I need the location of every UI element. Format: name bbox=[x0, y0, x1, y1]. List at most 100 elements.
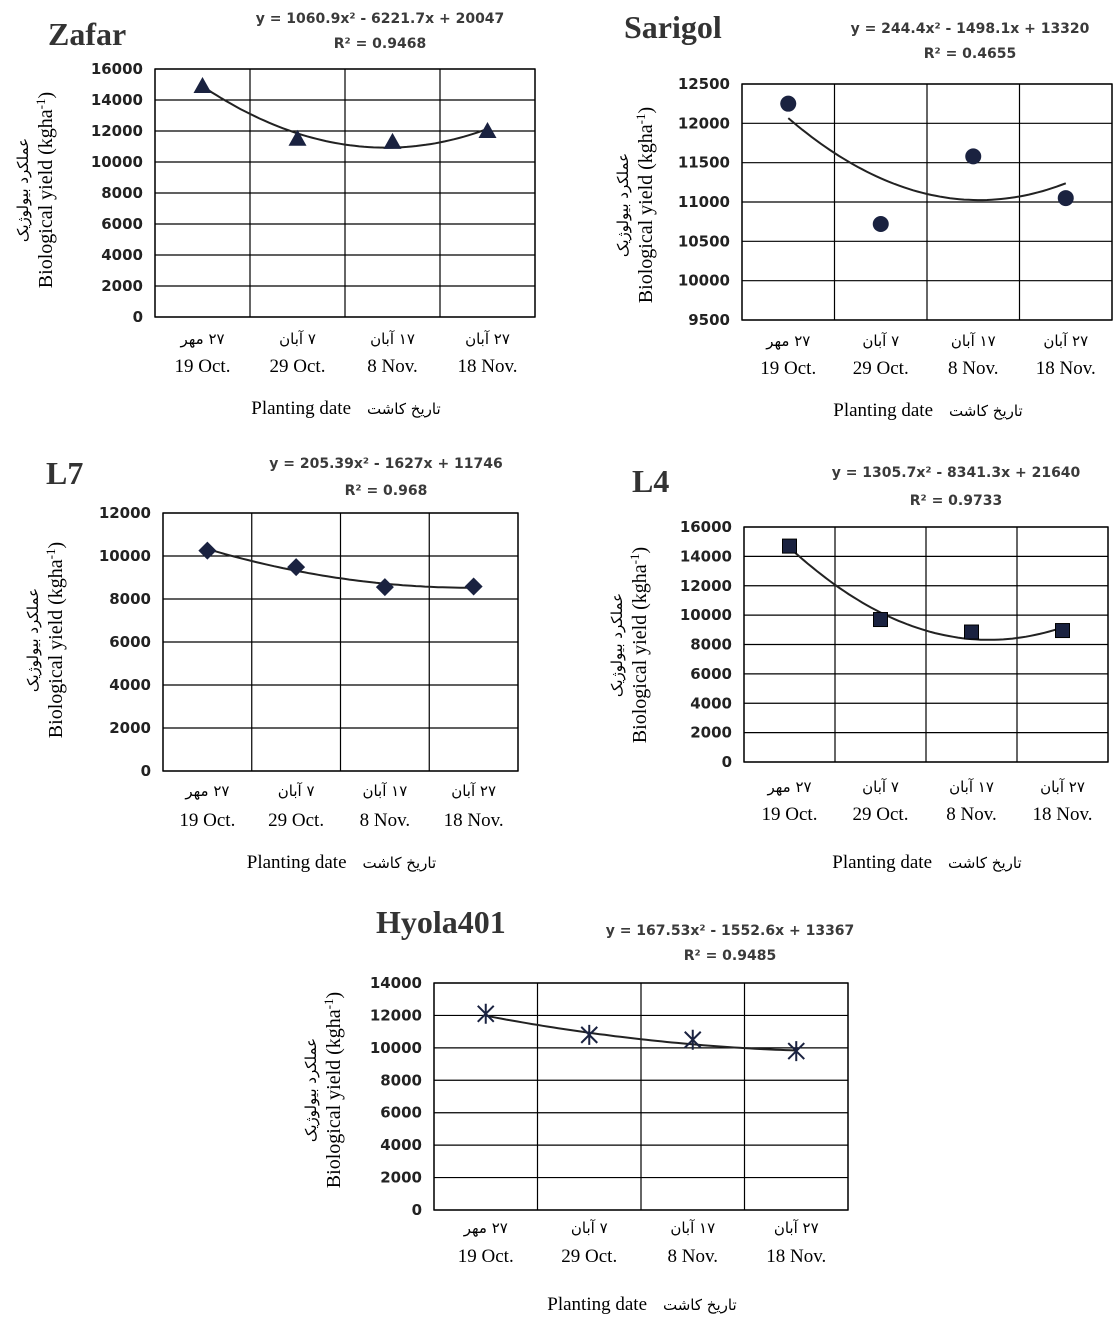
y-tick-label: 2000 bbox=[109, 719, 151, 737]
y-tick-label: 0 bbox=[133, 308, 143, 326]
x-tick-label-en: 18 Nov. bbox=[1036, 358, 1096, 379]
y-tick-label: 12000 bbox=[91, 122, 143, 140]
x-tick-label-en: 18 Nov. bbox=[458, 356, 518, 377]
x-tick-label-fa: ۷ آبان bbox=[278, 782, 315, 800]
x-tick-label-en: 8 Nov. bbox=[946, 804, 997, 825]
y-tick-label: 12000 bbox=[370, 1006, 422, 1024]
y-axis-label-fa: عملکرد بیولوژیک bbox=[24, 588, 42, 692]
x-tick-label-en: 18 Nov. bbox=[766, 1246, 826, 1267]
x-tick-label-fa: ۷ آبان bbox=[862, 332, 899, 350]
chart-title: L4 bbox=[632, 463, 669, 499]
x-tick-label-fa: ۱۷ آبان bbox=[949, 778, 994, 796]
data-point bbox=[375, 578, 394, 597]
chart-l7: 0 2000 4000 6000 8000 10000 12000 ۲۷ مهر ۷ آبان ۱… bbox=[24, 455, 519, 873]
x-tick-label-fa: ۲۷ مهر bbox=[765, 332, 810, 350]
data-point bbox=[198, 541, 217, 560]
x-tick-label-fa: ۲۷ آبان bbox=[465, 330, 510, 348]
y-axis-label-en: Biological yield (kgha-1) bbox=[627, 547, 651, 743]
y-axis-label-fa: عملکرد بیولوژیک bbox=[302, 1038, 320, 1142]
data-point bbox=[464, 577, 483, 596]
x-axis-label-fa: تاریخ کاشت bbox=[663, 1296, 737, 1314]
x-axis-label-fa: تاریخ کاشت bbox=[949, 402, 1023, 420]
y-tick-label: 8000 bbox=[101, 184, 143, 202]
x-tick-label-fa: ۲۷ مهر bbox=[766, 778, 811, 796]
y-tick-label: 4000 bbox=[380, 1136, 422, 1154]
data-point bbox=[964, 624, 979, 640]
y-tick-label: 6000 bbox=[109, 633, 151, 651]
trendline bbox=[787, 117, 1067, 202]
y-tick-label: 9500 bbox=[688, 311, 730, 329]
x-tick-label-en: 19 Oct. bbox=[762, 804, 818, 825]
trendline bbox=[788, 546, 1063, 641]
data-point bbox=[780, 95, 797, 112]
y-tick-label: 2000 bbox=[690, 724, 732, 742]
chart-title: L7 bbox=[46, 455, 83, 491]
x-tick-label-fa: ۷ آبان bbox=[571, 1219, 608, 1237]
y-tick-label: 4000 bbox=[101, 246, 143, 264]
x-tick-label-fa: ۱۷ آبان bbox=[951, 332, 996, 350]
data-point bbox=[684, 1029, 702, 1050]
y-tick-label: 14000 bbox=[680, 547, 732, 565]
y-tick-label: 2000 bbox=[380, 1169, 422, 1187]
y-tick-label: 10000 bbox=[678, 272, 730, 290]
data-point bbox=[1057, 190, 1074, 207]
trendline bbox=[201, 85, 488, 149]
data-point bbox=[965, 148, 982, 165]
trendline-equation: y = 1060.9x² - 6221.7x + 20047 bbox=[256, 11, 505, 27]
trendline-equation: y = 205.39x² - 1627x + 11746 bbox=[269, 456, 503, 472]
plot-area bbox=[154, 68, 536, 318]
y-axis-label-en: Biological yield (kgha-1) bbox=[43, 542, 67, 738]
trendline bbox=[485, 1014, 797, 1052]
x-tick-label-en: 29 Oct. bbox=[853, 358, 909, 379]
plot-area bbox=[162, 512, 519, 772]
y-tick-label: 4000 bbox=[109, 676, 151, 694]
data-point bbox=[1055, 623, 1070, 639]
x-tick-label-fa: ۲۷ مهر bbox=[184, 782, 229, 800]
y-tick-label: 4000 bbox=[690, 694, 732, 712]
y-axis-label-en: Biological yield (kgha-1) bbox=[321, 992, 345, 1188]
y-tick-label: 8000 bbox=[690, 636, 732, 654]
x-axis-label-en: Planting date bbox=[832, 852, 932, 873]
x-tick-label-en: 29 Oct. bbox=[268, 810, 324, 831]
x-tick-label-en: 29 Oct. bbox=[561, 1246, 617, 1267]
r-squared-label: R² = 0.4655 bbox=[924, 46, 1016, 62]
y-tick-label: 10000 bbox=[91, 153, 143, 171]
y-tick-label: 14000 bbox=[370, 974, 422, 992]
x-tick-label-en: 18 Nov. bbox=[444, 810, 504, 831]
x-tick-label-fa: ۲۷ آبان bbox=[774, 1219, 819, 1237]
y-axis-label-en: Biological yield (kgha-1) bbox=[33, 92, 57, 288]
y-tick-label: 10000 bbox=[99, 547, 151, 565]
y-tick-label: 6000 bbox=[690, 665, 732, 683]
data-point bbox=[872, 216, 889, 233]
x-tick-label-en: 18 Nov. bbox=[1033, 804, 1093, 825]
y-tick-label: 0 bbox=[141, 762, 151, 780]
y-axis-label-en: Biological yield (kgha-1) bbox=[633, 107, 657, 303]
trendline bbox=[207, 548, 474, 589]
data-point bbox=[477, 1003, 495, 1024]
x-tick-label-fa: ۲۷ آبان bbox=[451, 782, 496, 800]
chart-l4: 0 2000 4000 6000 8000 10000 12000 14000 16000 ۲۷ … bbox=[608, 463, 1109, 873]
x-axis-label-en: Planting date bbox=[251, 398, 351, 419]
y-axis-label-fa: عملکرد بیولوژیک bbox=[614, 153, 632, 257]
x-axis-label-en: Planting date bbox=[247, 852, 347, 873]
data-point bbox=[787, 1041, 805, 1062]
data-point bbox=[580, 1024, 598, 1045]
y-tick-label: 0 bbox=[722, 753, 732, 771]
y-tick-label: 14000 bbox=[91, 91, 143, 109]
x-axis-label-fa: تاریخ کاشت bbox=[948, 854, 1022, 872]
y-tick-label: 6000 bbox=[101, 215, 143, 233]
trendline-equation: y = 244.4x² - 1498.1x + 13320 bbox=[851, 21, 1090, 37]
chart-title: Sarigol bbox=[624, 9, 722, 45]
x-tick-label-fa: ۷ آبان bbox=[862, 778, 899, 796]
y-tick-label: 11500 bbox=[678, 154, 730, 172]
y-tick-label: 2000 bbox=[101, 277, 143, 295]
x-tick-label-fa: ۲۷ مهر bbox=[463, 1219, 508, 1237]
r-squared-label: R² = 0.968 bbox=[345, 483, 428, 499]
data-point bbox=[873, 612, 888, 628]
x-tick-label-en: 29 Oct. bbox=[270, 356, 326, 377]
trendline-equation: y = 167.53x² - 1552.6x + 13367 bbox=[606, 923, 855, 939]
data-point bbox=[287, 558, 306, 577]
x-tick-label-en: 19 Oct. bbox=[458, 1246, 514, 1267]
y-tick-label: 16000 bbox=[680, 518, 732, 536]
